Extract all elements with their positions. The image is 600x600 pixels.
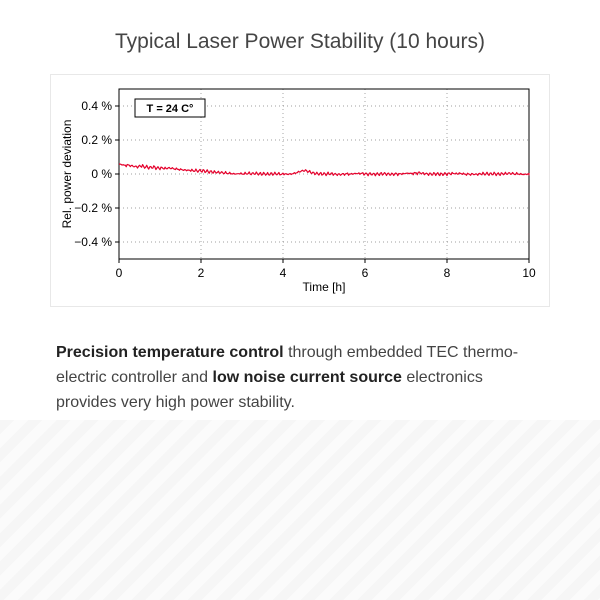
svg-text:10: 10: [522, 266, 536, 280]
content: Typical Laser Power Stability (10 hours)…: [0, 0, 600, 415]
svg-text:2: 2: [198, 266, 205, 280]
svg-text:6: 6: [362, 266, 369, 280]
svg-text:T = 24 C°: T = 24 C°: [147, 103, 194, 115]
svg-text:−0.4 %: −0.4 %: [74, 235, 112, 249]
chart-container: −0.4 % −0.2 % 0 % 0.2 % 0.4 % 0 2 4 6 8 10 T = 24 C…: [50, 74, 550, 307]
svg-text:0: 0: [116, 266, 123, 280]
svg-text:0.2 %: 0.2 %: [81, 133, 112, 147]
page-title: Typical Laser Power Stability (10 hours): [50, 30, 550, 54]
svg-text:Time [h]: Time [h]: [303, 280, 346, 294]
svg-text:Rel. power deviation: Rel. power deviation: [60, 120, 74, 229]
svg-text:0.4 %: 0.4 %: [81, 99, 112, 113]
stability-line-chart: −0.4 % −0.2 % 0 % 0.2 % 0.4 % 0 2 4 6 8 10 T = 24 C…: [57, 81, 539, 295]
svg-text:8: 8: [444, 266, 451, 280]
description-text: Precision temperature control through em…: [50, 341, 550, 415]
background-stripes: [0, 420, 600, 600]
svg-text:0 %: 0 %: [91, 167, 112, 181]
svg-text:4: 4: [280, 266, 287, 280]
svg-text:−0.2 %: −0.2 %: [74, 201, 112, 215]
